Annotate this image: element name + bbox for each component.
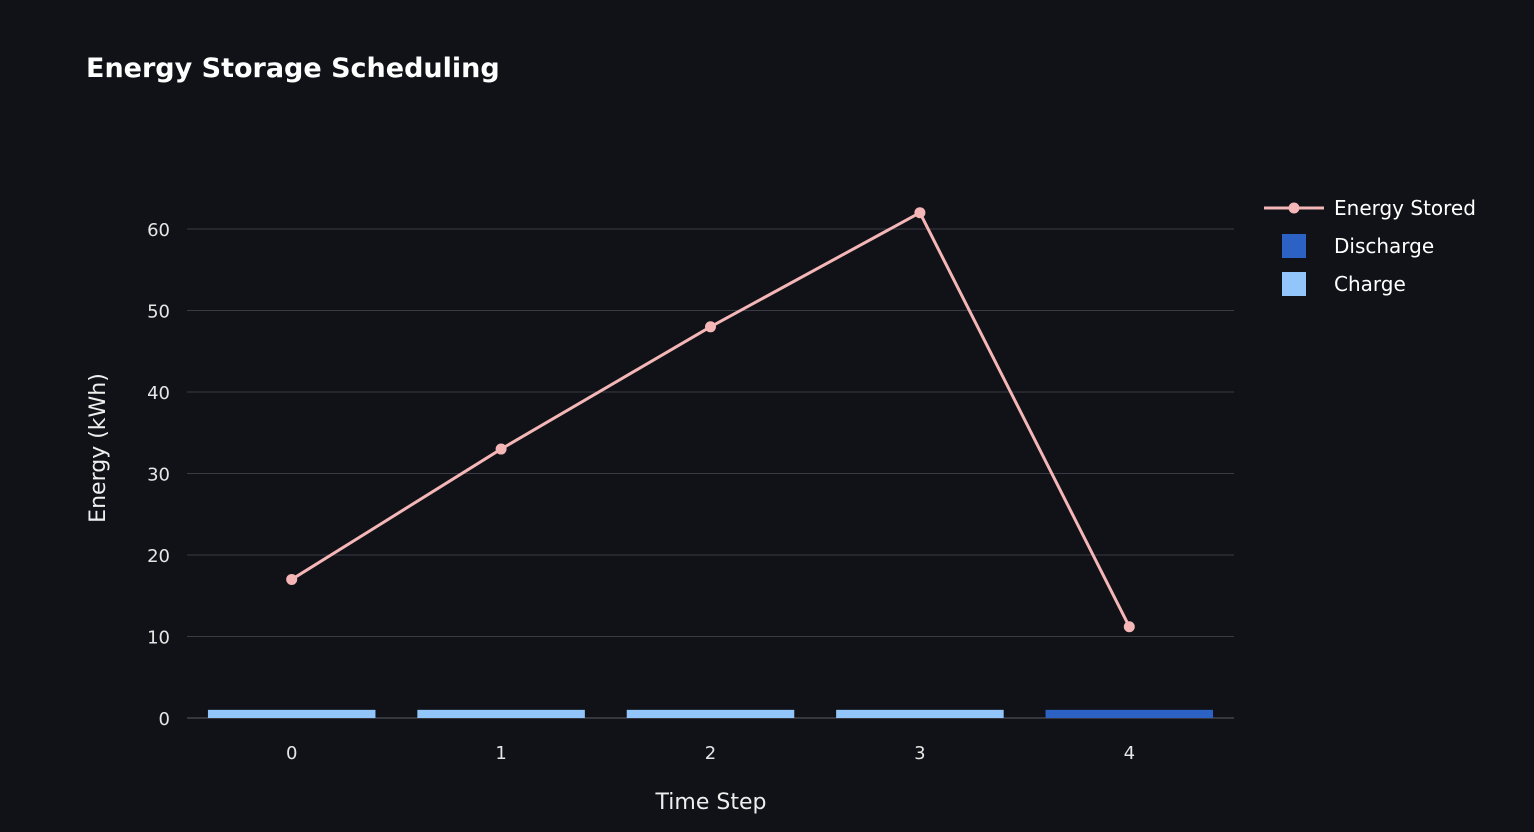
legend: Energy Stored Discharge Charge — [1264, 196, 1476, 296]
y-tick-labels: 0 10 20 30 40 50 60 — [147, 220, 170, 730]
y-tick-label: 0 — [159, 709, 170, 730]
x-axis-label: Time Step — [655, 790, 767, 815]
bars-layer — [207, 709, 1214, 718]
y-tick-label: 20 — [147, 546, 170, 567]
y-tick-label: 60 — [147, 220, 170, 241]
x-tick-labels: 0 1 2 3 4 — [286, 743, 1135, 764]
y-tick-label: 40 — [147, 383, 170, 404]
legend-label: Charge — [1334, 272, 1406, 296]
line-layer — [286, 207, 1135, 633]
y-tick-label: 10 — [147, 628, 170, 649]
x-tick-label: 4 — [1124, 743, 1135, 764]
legend-label: Energy Stored — [1334, 196, 1476, 220]
energy-stored-point — [286, 573, 298, 585]
legend-marker-swatch — [1288, 202, 1300, 214]
y-tick-label: 30 — [147, 465, 170, 486]
x-tick-label: 1 — [495, 743, 506, 764]
energy-stored-point — [495, 443, 507, 455]
energy-stored-point — [705, 321, 716, 333]
energy-stored-point — [1123, 621, 1135, 633]
charge-bar — [626, 709, 795, 718]
energy-stored-point — [914, 207, 926, 219]
grid-layer — [187, 228, 1234, 719]
legend-label: Discharge — [1334, 234, 1434, 258]
x-tick-label: 2 — [705, 743, 716, 764]
charge-bar — [836, 709, 1004, 718]
chart-title: Energy Storage Scheduling — [86, 53, 500, 84]
charge-bar — [417, 709, 585, 718]
discharge-bar — [1045, 709, 1214, 718]
charge-bar — [207, 709, 376, 718]
energy-stored-line — [290, 211, 1131, 628]
x-tick-label: 3 — [914, 743, 925, 764]
x-tick-label: 0 — [286, 743, 297, 764]
legend-bar-swatch — [1282, 234, 1306, 258]
y-tick-label: 50 — [147, 302, 170, 323]
legend-bar-swatch — [1282, 272, 1306, 296]
y-axis-label: Energy (kWh) — [86, 373, 111, 523]
